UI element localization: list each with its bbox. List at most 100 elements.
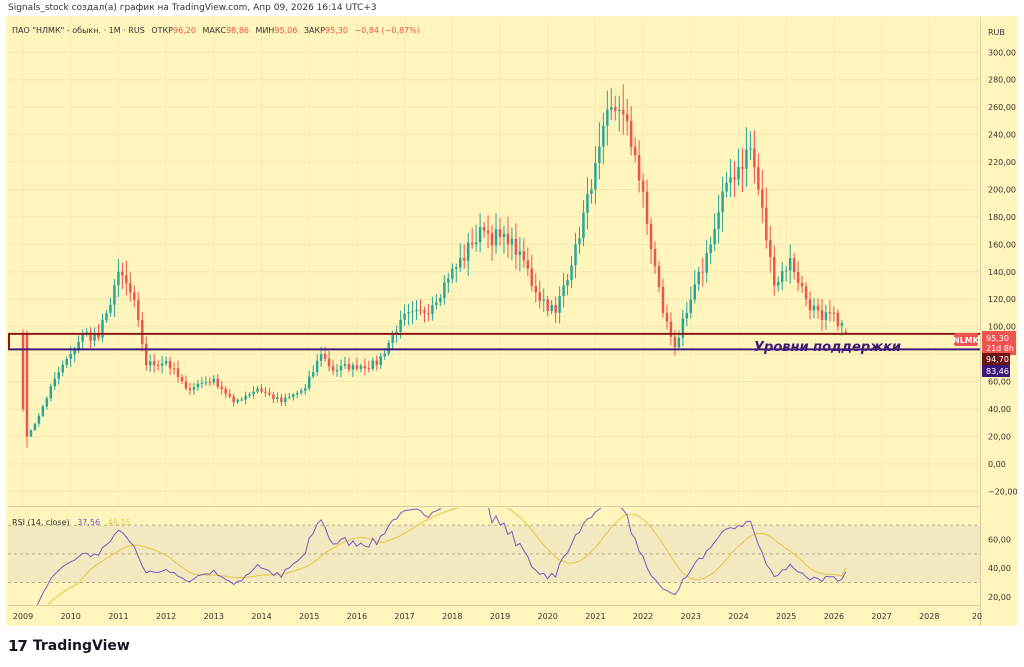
candle-body: [268, 392, 271, 395]
candle-body: [546, 299, 549, 312]
candle-body: [125, 275, 128, 284]
candle-body: [69, 354, 72, 360]
time-axis[interactable]: 2009 2010 2011 2012 2013 2014 2015 2016 2017 2018…: [13, 612, 982, 621]
candle-body: [176, 368, 180, 377]
time-tick-label: 2014: [251, 612, 271, 621]
candle-body: [594, 162, 597, 190]
rsi-tick-label: 40,00: [988, 564, 1011, 573]
candle-body: [614, 107, 617, 112]
candle-body: [661, 286, 665, 313]
candle-body: [459, 258, 462, 268]
candle-body: [669, 321, 673, 337]
candle-body: [780, 271, 784, 283]
candle-body: [550, 305, 553, 312]
candle-body: [137, 300, 140, 320]
change-value: −0,84 (−0,87%): [354, 26, 419, 35]
candlestick-series[interactable]: [21, 84, 848, 448]
price-tick-label: 280,00: [988, 76, 1016, 85]
candle-body: [97, 334, 100, 338]
open-label: ОТКР: [151, 26, 173, 35]
candle-body: [172, 368, 176, 370]
candle-body: [570, 265, 573, 280]
time-tick-label: 2019: [490, 612, 510, 621]
candle-body: [232, 396, 235, 403]
candle-body: [757, 167, 760, 190]
candle-body: [796, 272, 800, 284]
time-tick-label: 2022: [633, 612, 653, 621]
candle-body: [315, 360, 319, 373]
candle-body: [693, 284, 696, 300]
candle-body: [637, 155, 641, 181]
candle-body: [844, 331, 848, 334]
symbol-badge: NLMK: [953, 333, 980, 346]
time-tick-label: 2010: [61, 612, 81, 621]
high-value: 98,86: [226, 26, 249, 35]
time-tick-label: 2012: [156, 612, 176, 621]
candle-body: [323, 354, 327, 359]
candle-body: [121, 271, 124, 276]
tradingview-logo[interactable]: 17 TradingView: [8, 636, 130, 656]
candle-body: [327, 358, 331, 367]
candle-body: [292, 394, 295, 397]
candle-body: [554, 305, 557, 313]
candle-body: [61, 364, 64, 373]
price-tick-label: 180,00: [988, 213, 1016, 222]
candle-body: [466, 242, 470, 261]
candle-body: [101, 320, 104, 338]
candle-body: [641, 180, 645, 192]
candle-body: [451, 268, 454, 279]
rsi-axis[interactable]: 20,00 40,00 60,00: [988, 536, 1011, 602]
candle-body: [506, 233, 510, 245]
rsi-title: RSI (14, close): [12, 518, 70, 527]
candle-body: [188, 388, 192, 391]
candle-body: [57, 372, 61, 379]
candle-body: [260, 388, 263, 392]
price-tick-label: 120,00: [988, 295, 1016, 304]
price-tick-label: 260,00: [988, 103, 1016, 112]
candle-body: [769, 240, 772, 257]
price-tick-label: 220,00: [988, 158, 1016, 167]
candle-body: [284, 397, 287, 403]
candle-body: [717, 212, 720, 229]
main-pane[interactable]: [8, 18, 980, 506]
time-tick-label: 2023: [681, 612, 701, 621]
candle-body: [93, 334, 96, 341]
candle-body: [494, 229, 498, 246]
candle-body: [685, 312, 689, 319]
candle-body: [836, 312, 840, 326]
candle-body: [788, 258, 792, 271]
time-tick-label: 2021: [585, 612, 605, 621]
candle-body: [228, 393, 231, 397]
time-tick-label: 2028: [919, 612, 939, 621]
candle-body: [21, 333, 25, 409]
support-levels-annotation[interactable]: Уровни поддержки: [754, 340, 901, 355]
candle-body: [117, 271, 120, 286]
instrument-name: ПАО "НЛМК" - обыкн. · 1М · RUS: [12, 26, 145, 35]
low-label: МИН: [256, 26, 275, 35]
time-tick-label: 2011: [108, 612, 128, 621]
candle-body: [379, 356, 382, 366]
price-tick-label: 100,00: [988, 323, 1016, 332]
candle-body: [439, 297, 442, 303]
candle-body: [180, 376, 184, 382]
candle-body: [387, 342, 390, 354]
candle-body: [300, 390, 303, 393]
candle-body: [741, 166, 744, 169]
time-tick-label: 2026: [824, 612, 844, 621]
candle-body: [824, 312, 828, 320]
candle-body: [753, 148, 756, 168]
time-tick-label: 2025: [776, 612, 796, 621]
candle-body: [148, 361, 152, 366]
price-tick-label: 40,00: [988, 405, 1011, 414]
candle-body: [462, 258, 466, 261]
candle-body: [367, 368, 371, 370]
price-tick-label: 20,00: [988, 432, 1011, 441]
candle-body: [490, 233, 494, 246]
candle-body: [840, 323, 844, 326]
price-tick-label: 0,00: [988, 460, 1006, 469]
tradingview-logo-icon: 17: [8, 637, 28, 655]
rsi-tick-label: 60,00: [988, 536, 1011, 545]
price-axis[interactable]: −20,000,0020,0040,0060,0080,00100,00120,…: [988, 48, 1018, 496]
candle-body: [152, 361, 156, 365]
